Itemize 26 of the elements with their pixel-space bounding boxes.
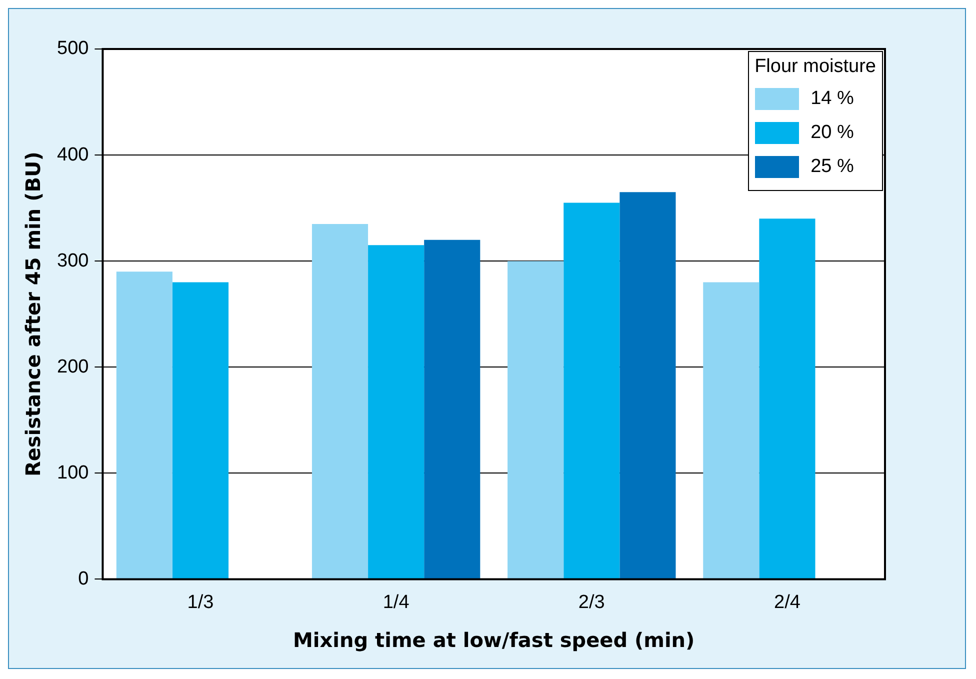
y-axis-title: Resistance after 45 min (BU)	[21, 152, 46, 477]
x-tick-label: 2/3	[578, 592, 605, 613]
x-tick-label: 1/3	[187, 592, 214, 613]
y-tick-label: 400	[57, 144, 89, 166]
bar	[703, 282, 760, 579]
legend-label: 20 %	[810, 122, 854, 144]
bar	[312, 224, 368, 579]
legend-label: 25 %	[810, 156, 854, 178]
bar	[759, 218, 816, 579]
bar	[424, 240, 480, 579]
bar	[172, 282, 229, 579]
bar	[620, 192, 676, 579]
y-tick-label: 300	[57, 250, 89, 272]
y-tick-label: 500	[57, 38, 89, 60]
y-tick-label: 200	[57, 356, 89, 378]
bar	[368, 245, 424, 579]
x-axis-title: Mixing time at low/fast speed (min)	[293, 628, 695, 652]
legend-title: Flour moisture	[754, 56, 876, 78]
y-tick-label: 100	[57, 462, 89, 484]
bar	[508, 261, 564, 579]
x-tick-label: 2/4	[774, 592, 801, 613]
x-tick-label: 1/4	[382, 592, 410, 613]
bar	[564, 202, 620, 579]
legend-label: 14 %	[810, 88, 854, 110]
y-tick-label: 0	[78, 568, 89, 590]
bar	[116, 272, 172, 579]
